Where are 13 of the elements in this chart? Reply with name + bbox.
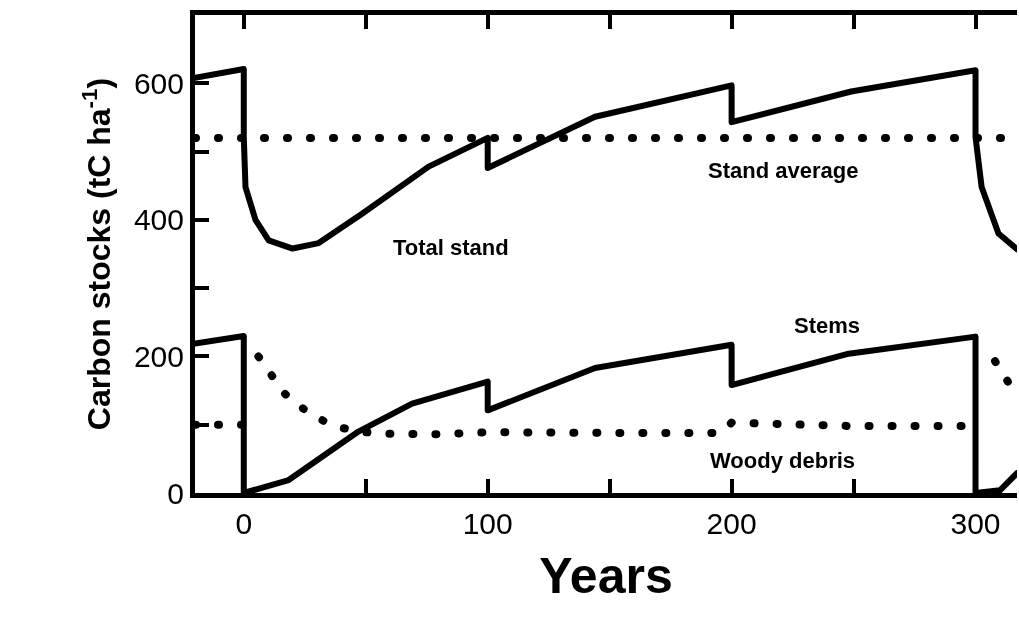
- series-label: Stems: [794, 313, 861, 338]
- x-tick-label: 0: [235, 507, 253, 540]
- x-tick-label: 300: [950, 507, 1001, 540]
- x-tick-label: 200: [706, 507, 757, 540]
- y-tick-label: 0: [167, 476, 184, 510]
- x-axis-title: Years: [539, 547, 673, 604]
- x-tick-label: 100: [462, 507, 513, 540]
- y-tick-label: 200: [133, 339, 184, 373]
- y-tick-label: 400: [133, 203, 184, 237]
- series-label: Total stand: [393, 235, 509, 260]
- y-tick-label: 600: [133, 66, 184, 100]
- series-label: Woody debris: [710, 448, 856, 473]
- series-label: Stand average: [708, 158, 859, 183]
